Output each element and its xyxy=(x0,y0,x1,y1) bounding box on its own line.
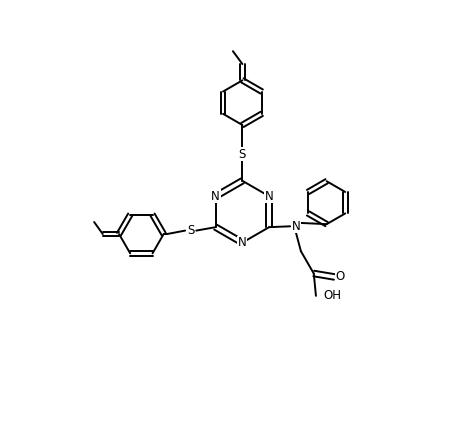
Text: OH: OH xyxy=(324,289,341,302)
Text: S: S xyxy=(187,224,195,237)
Text: N: N xyxy=(211,190,220,203)
Text: N: N xyxy=(238,236,247,249)
Text: N: N xyxy=(291,220,300,233)
Text: N: N xyxy=(265,190,274,203)
Text: O: O xyxy=(336,270,345,283)
Text: S: S xyxy=(239,148,246,161)
